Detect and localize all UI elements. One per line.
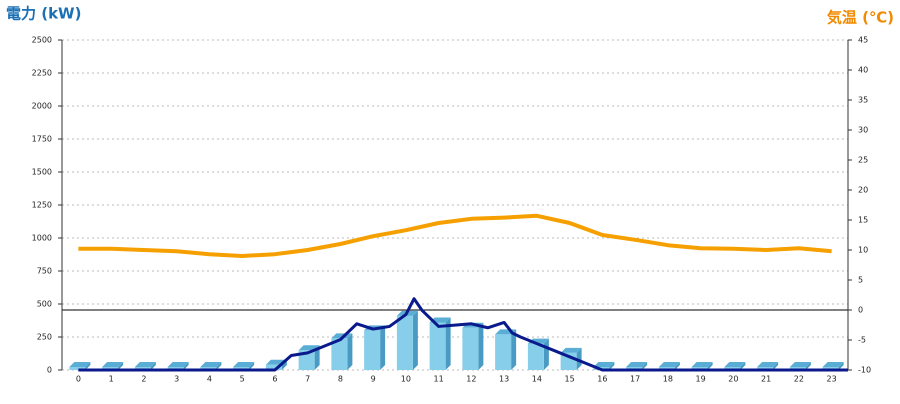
x-tick-label: 1 xyxy=(109,375,114,384)
y-tick-label: 1250 xyxy=(32,201,52,210)
y-tick-label: 2250 xyxy=(32,69,52,78)
x-tick-label: 2 xyxy=(141,375,146,384)
x-tick-label: 16 xyxy=(597,375,607,384)
y2-tick-label: 35 xyxy=(858,96,868,105)
y-tick-label: 2000 xyxy=(32,102,52,111)
y-tick-label: 1000 xyxy=(32,234,52,243)
y2-tick-label: -5 xyxy=(858,336,866,345)
x-tick-label: 12 xyxy=(466,375,476,384)
y-tick-label: 250 xyxy=(37,333,52,342)
x-tick-label: 0 xyxy=(76,375,81,384)
y2-tick-label: 40 xyxy=(858,66,868,75)
y-tick-label: 1750 xyxy=(32,135,52,144)
y2-axis-title: 気温 (℃) xyxy=(827,9,894,27)
x-tick-label: 21 xyxy=(761,375,771,384)
x-tick-label: 11 xyxy=(434,375,444,384)
bar xyxy=(331,333,353,370)
y2-tick-label: 0 xyxy=(858,306,863,315)
y2-tick-label: 5 xyxy=(858,276,863,285)
bar xyxy=(69,362,91,370)
y-tick-label: 0 xyxy=(47,366,52,375)
y-tick-label: 750 xyxy=(37,267,52,276)
bar xyxy=(462,322,484,370)
bar xyxy=(364,325,386,370)
x-tick-label: 9 xyxy=(371,375,376,384)
y-tick-label: 2500 xyxy=(32,36,52,45)
x-tick-label: 23 xyxy=(827,375,837,384)
bar xyxy=(396,310,418,370)
temperature-line xyxy=(78,213,832,258)
y2-tick-label: 45 xyxy=(858,36,868,45)
x-tick-label: 22 xyxy=(794,375,804,384)
x-tick-label: 13 xyxy=(499,375,509,384)
x-tick-label: 20 xyxy=(728,375,738,384)
y2-tick-label: -10 xyxy=(858,366,871,375)
x-tick-label: 6 xyxy=(272,375,277,384)
y2-tick-label: 30 xyxy=(858,126,868,135)
x-tick-label: 17 xyxy=(630,375,640,384)
bar xyxy=(495,329,517,370)
x-tick-label: 19 xyxy=(696,375,706,384)
y2-tick-label: 20 xyxy=(858,186,868,195)
x-tick-label: 3 xyxy=(174,375,179,384)
x-tick-label: 18 xyxy=(663,375,673,384)
x-tick-label: 14 xyxy=(532,375,542,384)
y2-tick-label: 25 xyxy=(858,156,868,165)
y2-tick-label: 15 xyxy=(858,216,868,225)
y-tick-label: 500 xyxy=(37,300,52,309)
x-tick-label: 15 xyxy=(565,375,575,384)
power-line xyxy=(78,297,848,372)
bar xyxy=(429,317,451,370)
y2-tick-label: 10 xyxy=(858,246,868,255)
y-tick-label: 1500 xyxy=(32,168,52,177)
x-tick-label: 8 xyxy=(338,375,343,384)
y-axis-title: 電力 (kW) xyxy=(6,5,81,23)
x-tick-label: 10 xyxy=(401,375,411,384)
x-tick-label: 7 xyxy=(305,375,310,384)
x-tick-label: 4 xyxy=(207,375,212,384)
x-tick-label: 5 xyxy=(240,375,245,384)
